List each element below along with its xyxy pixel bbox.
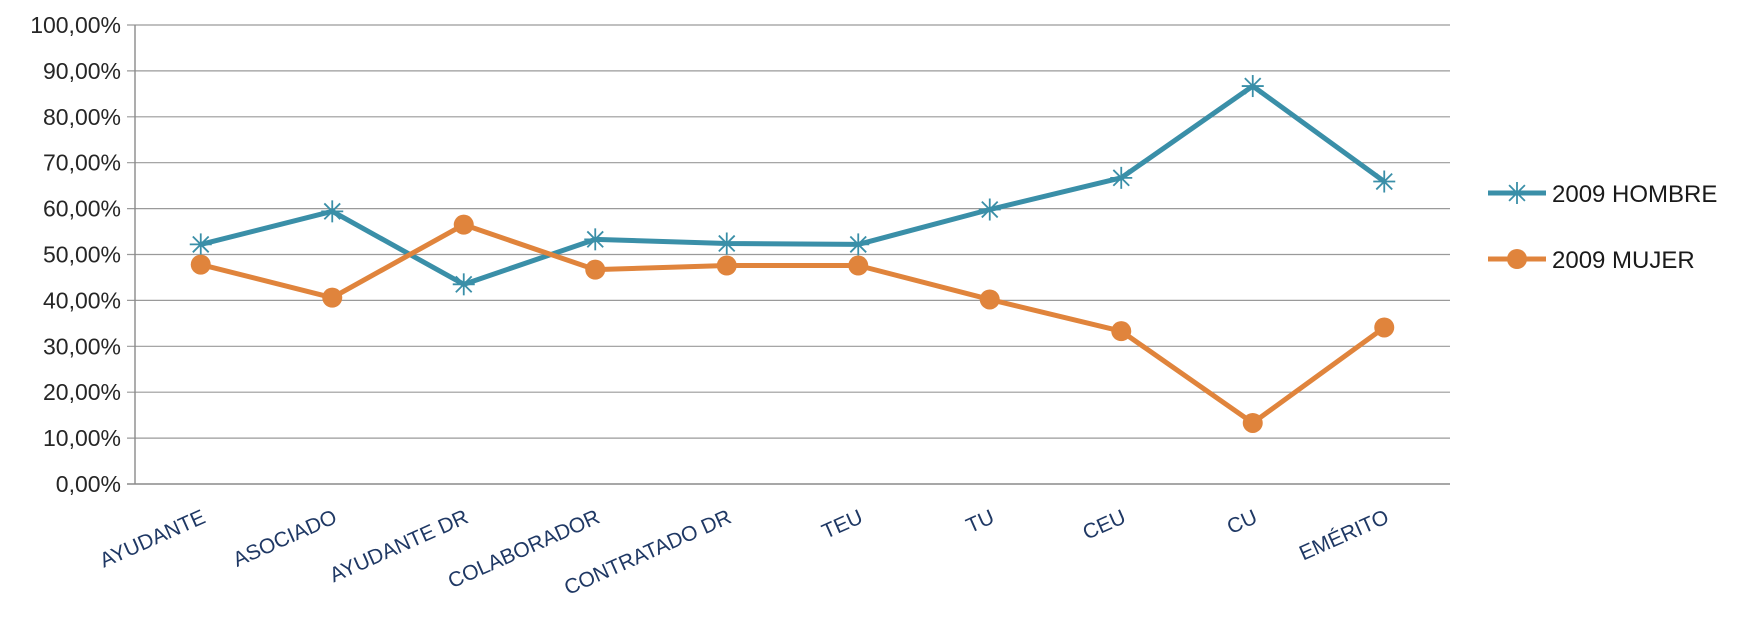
data-point (1241, 75, 1264, 98)
y-tick-label: 50,00% (43, 242, 121, 268)
x-tick-label: AYUDANTE (96, 506, 208, 573)
x-tick-label: EMÉRITO (1296, 506, 1392, 566)
series-hombre (189, 75, 1396, 296)
data-point (584, 228, 607, 251)
data-point (585, 259, 606, 280)
data-point (189, 233, 212, 256)
x-tick-label: TEU (819, 506, 867, 544)
x-tick-label: TU (963, 506, 998, 538)
y-axis-tick-labels: 0,00% 10,00% 20,00% 30,00% 40,00% 50,00% 60,00… (30, 12, 121, 497)
series-line (198, 222, 1387, 426)
legend-label: 2009 MUJER (1552, 247, 1695, 274)
data-point (452, 273, 475, 296)
y-tick-label: 40,00% (43, 287, 121, 313)
data-point (1242, 412, 1263, 433)
data-point (321, 200, 344, 223)
data-point (848, 255, 869, 276)
x-tick-label: ASOCIADO (230, 506, 341, 572)
data-point (1110, 166, 1133, 189)
y-tick-label: 20,00% (43, 379, 121, 405)
data-point (715, 232, 738, 255)
series-lines (189, 75, 1396, 433)
legend-item: 2009 HOMBRE (1488, 181, 1717, 208)
data-point (453, 214, 474, 235)
y-tick-label: 0,00% (56, 471, 121, 497)
legend-label: 2009 HOMBRE (1552, 181, 1717, 208)
x-tick-label: CU (1224, 506, 1261, 539)
data-point (322, 287, 343, 308)
y-tick-label: 70,00% (43, 150, 121, 176)
data-point (979, 289, 1000, 310)
legend-item: 2009 MUJER (1488, 247, 1695, 274)
data-point (190, 254, 211, 275)
legend-marker (1507, 249, 1527, 269)
y-tick-label: 30,00% (43, 333, 121, 359)
data-point (1374, 317, 1395, 338)
data-point (847, 233, 870, 256)
y-tick-label: 10,00% (43, 425, 121, 451)
series-mujer (190, 214, 1395, 433)
data-point (978, 198, 1001, 221)
legend-marker (1506, 182, 1528, 204)
series-line (198, 83, 1387, 287)
y-tick-label: 90,00% (43, 58, 121, 84)
y-tick-label: 60,00% (43, 196, 121, 222)
y-tick-label: 100,00% (30, 12, 121, 38)
data-point (1111, 321, 1132, 342)
y-tick-label: 80,00% (43, 104, 121, 130)
data-point (1373, 170, 1396, 193)
legend: 2009 HOMBRE 2009 MUJER (1488, 181, 1717, 274)
gridlines (127, 24, 1450, 485)
x-tick-label: CEU (1079, 506, 1129, 545)
data-point (716, 255, 737, 276)
